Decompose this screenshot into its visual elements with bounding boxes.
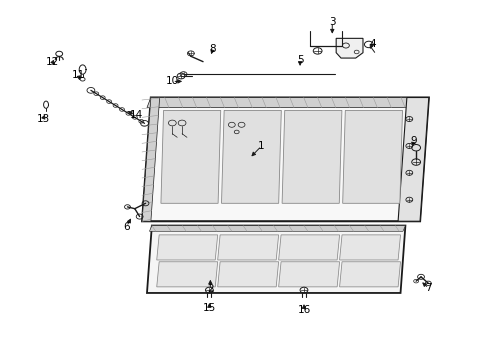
Polygon shape (221, 111, 281, 203)
Polygon shape (335, 39, 362, 58)
Text: 8: 8 (209, 44, 216, 54)
Text: 10: 10 (165, 76, 179, 86)
Text: 16: 16 (297, 305, 310, 315)
Text: 7: 7 (425, 283, 431, 293)
Polygon shape (278, 235, 339, 260)
Text: 12: 12 (46, 57, 59, 67)
Polygon shape (342, 111, 402, 203)
Polygon shape (339, 262, 400, 287)
Polygon shape (217, 262, 278, 287)
Text: 15: 15 (203, 303, 216, 314)
Polygon shape (157, 262, 217, 287)
Polygon shape (142, 98, 159, 221)
Text: 13: 13 (37, 114, 50, 124)
Polygon shape (217, 235, 278, 260)
Text: 11: 11 (72, 70, 85, 80)
Polygon shape (149, 226, 405, 231)
Polygon shape (157, 235, 217, 260)
Polygon shape (147, 226, 405, 293)
Text: 2: 2 (206, 284, 213, 294)
Polygon shape (339, 235, 400, 260)
Polygon shape (142, 98, 428, 221)
Polygon shape (147, 98, 428, 108)
Text: 1: 1 (258, 141, 264, 151)
Text: 5: 5 (296, 55, 303, 65)
Text: 4: 4 (368, 39, 375, 49)
Polygon shape (282, 111, 341, 203)
Polygon shape (397, 98, 428, 221)
Text: 14: 14 (129, 111, 142, 121)
Polygon shape (278, 262, 339, 287)
Text: 6: 6 (123, 222, 129, 231)
Text: 3: 3 (328, 17, 335, 27)
Polygon shape (161, 111, 220, 203)
Text: 9: 9 (409, 136, 416, 145)
